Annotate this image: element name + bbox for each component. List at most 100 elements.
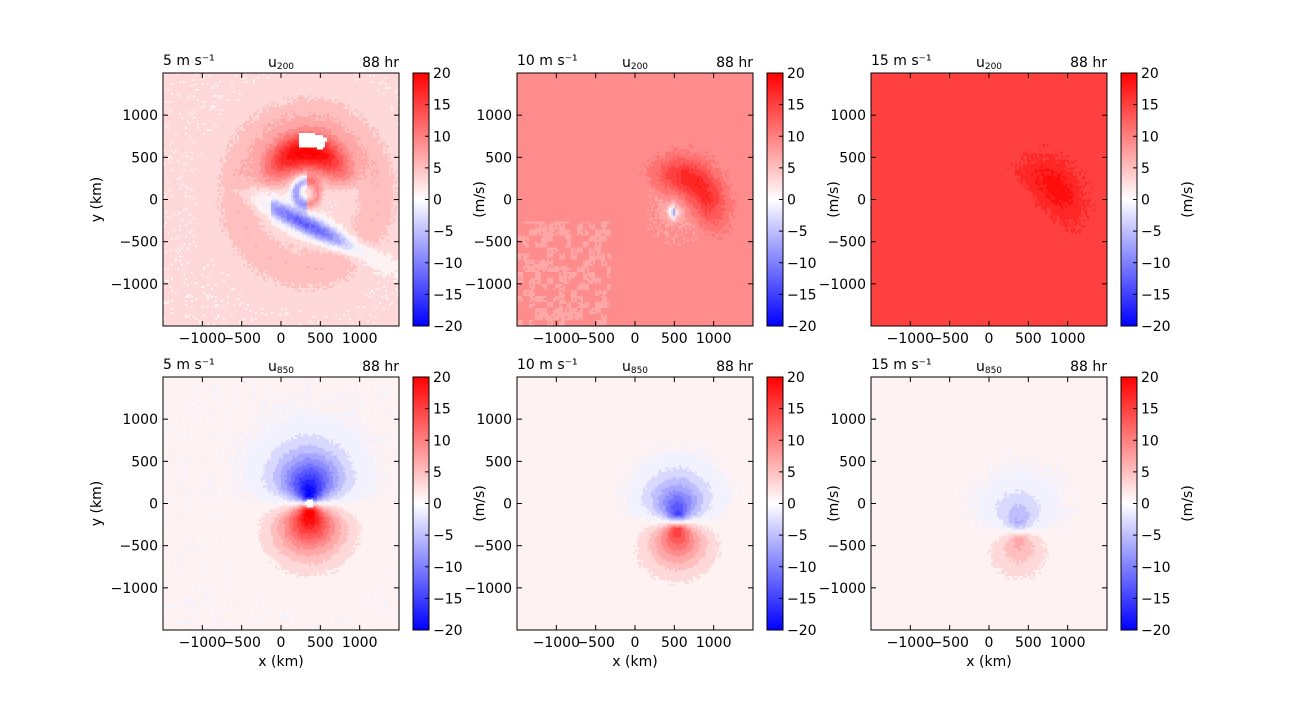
colorbar-tick-label: 15 xyxy=(787,402,805,418)
variable-level: 200 xyxy=(985,62,1002,72)
x-axis-label: x (km) xyxy=(612,654,657,670)
x-tick-label: 1000 xyxy=(696,635,732,651)
x-tick-label: 1000 xyxy=(1050,331,1086,347)
x-tick-label: 1000 xyxy=(342,635,378,651)
colorbar-tick-label: −20 xyxy=(1141,319,1171,335)
colorbar-tick-label: −5 xyxy=(787,528,808,544)
colorbar-tick-label: −10 xyxy=(433,256,463,272)
panel-title-left: 10 m s⁻¹ xyxy=(517,357,578,373)
x-tick-label: 500 xyxy=(661,635,688,651)
colorbar-tick-label: −5 xyxy=(433,528,454,544)
x-tick-label: −1000 xyxy=(533,635,580,651)
y-tick-label: −500 xyxy=(474,235,512,251)
panel-title-left: 5 m s⁻¹ xyxy=(163,53,215,69)
x-tick-label: 1000 xyxy=(696,331,732,347)
y-tick-label: 1000 xyxy=(830,108,866,124)
variable-level: 850 xyxy=(277,366,294,376)
heatmap-field xyxy=(871,377,1107,630)
panel-title-variable: u850 xyxy=(976,359,1002,376)
colorbar-tick-label: 0 xyxy=(433,497,442,513)
colorbar-tick-label: 5 xyxy=(1141,465,1150,481)
x-axis-label: x (km) xyxy=(258,654,303,670)
colorbar-tick-label: 20 xyxy=(1141,66,1159,82)
heatmap-field xyxy=(517,377,753,630)
colorbar-tick-label: 10 xyxy=(1141,433,1159,449)
y-tick-label: −1000 xyxy=(465,581,512,597)
heatmap-field xyxy=(871,73,1107,326)
colorbar-tick-label: 20 xyxy=(433,66,451,82)
colorbar-tick-label: 20 xyxy=(787,66,805,82)
colorbar-tick-label: −20 xyxy=(787,623,817,639)
colorbar-tick-label: 0 xyxy=(787,497,796,513)
panel-title-left: 15 m s⁻¹ xyxy=(871,357,932,373)
x-tick-label: −500 xyxy=(222,635,260,651)
colorbar-tick-label: −5 xyxy=(787,224,808,240)
panel-title-variable: u850 xyxy=(622,359,648,376)
y-tick-label: 0 xyxy=(503,497,512,513)
colorbar-tick-label: 20 xyxy=(787,370,805,386)
y-tick-label: 500 xyxy=(485,150,512,166)
colorbar-tick-label: −15 xyxy=(1141,591,1171,607)
panel-title-variable: u850 xyxy=(268,359,294,376)
variable-level: 850 xyxy=(631,366,648,376)
colorbar-tick-label: −15 xyxy=(787,591,817,607)
colorbar-tick-label: −10 xyxy=(433,560,463,576)
y-tick-label: 500 xyxy=(131,150,158,166)
colorbar-tick-label: 20 xyxy=(1141,370,1159,386)
y-tick-label: −500 xyxy=(828,235,866,251)
y-tick-label: 0 xyxy=(149,193,158,209)
variable-name: u xyxy=(268,55,277,71)
colorbar-tick-label: 0 xyxy=(1141,193,1150,209)
x-tick-label: −500 xyxy=(930,635,968,651)
x-tick-label: −1000 xyxy=(887,331,934,347)
colorbar-tick-label: 15 xyxy=(433,402,451,418)
x-tick-label: −1000 xyxy=(179,635,226,651)
colorbar-tick-label: −20 xyxy=(433,319,463,335)
colorbar-tick-label: 10 xyxy=(787,129,805,145)
colorbar-tick-label: 10 xyxy=(433,433,451,449)
colorbar-tick-label: −20 xyxy=(1141,623,1171,639)
x-tick-label: 0 xyxy=(985,635,994,651)
x-tick-label: 0 xyxy=(631,635,640,651)
y-tick-label: −1000 xyxy=(819,581,866,597)
variable-name: u xyxy=(976,359,985,375)
variable-name: u xyxy=(622,359,631,375)
colorbar-tick-label: 15 xyxy=(787,98,805,114)
y-tick-label: 1000 xyxy=(830,412,866,428)
colorbar-label: (m/s) xyxy=(472,181,488,218)
y-tick-label: 0 xyxy=(857,497,866,513)
x-tick-label: 500 xyxy=(1015,331,1042,347)
colorbar-tick-label: 5 xyxy=(787,161,796,177)
panel-p3: 5 m s⁻¹ u850 88 hr−1000−500 0 500 1000−1000−5… xyxy=(89,357,488,670)
panel-p0: 5 m s⁻¹ u200 88 hr−1000−500 0 500 1000−1000−5… xyxy=(89,53,488,347)
y-tick-label: 500 xyxy=(485,454,512,470)
y-tick-label: 1000 xyxy=(476,412,512,428)
colorbar-tick-label: −20 xyxy=(787,319,817,335)
colorbar: −20 −15 −10 −5 0 5 10 15 20 (m/s) xyxy=(766,66,842,335)
colorbar: −20 −15 −10 −5 0 5 10 15 20 (m/s) xyxy=(412,370,488,639)
colorbar-tick-label: 15 xyxy=(1141,98,1159,114)
y-tick-label: 1000 xyxy=(122,108,158,124)
variable-level: 850 xyxy=(985,366,1002,376)
colorbar-tick-label: 15 xyxy=(433,98,451,114)
y-tick-label: −500 xyxy=(120,539,158,555)
colorbar-label: (m/s) xyxy=(826,181,842,218)
panel-title-variable: u200 xyxy=(976,55,1002,72)
colorbar-tick-label: 0 xyxy=(433,193,442,209)
variable-level: 200 xyxy=(277,62,294,72)
x-tick-label: 0 xyxy=(277,635,286,651)
panel-p4: 10 m s⁻¹ u850 88 hr −1000 −5 0 0 0 500 1000 −1000 −… xyxy=(465,357,842,670)
y-tick-label: −1000 xyxy=(819,277,866,293)
heatmap-field xyxy=(163,73,399,326)
panel-title-right: 88 hr xyxy=(716,359,753,375)
colorbar-label: (m/s) xyxy=(1180,181,1196,218)
colorbar-tick-label: −15 xyxy=(1141,287,1171,303)
variable-name: u xyxy=(976,55,985,71)
y-tick-label: 1000 xyxy=(476,108,512,124)
colorbar-tick-label: 10 xyxy=(433,129,451,145)
heatmap-field xyxy=(517,73,753,326)
panel-title-right: 88 hr xyxy=(1070,55,1107,71)
colorbar-tick-label: 0 xyxy=(1141,497,1150,513)
colorbar-tick-label: −10 xyxy=(787,560,817,576)
x-tick-label: −500 xyxy=(222,331,260,347)
